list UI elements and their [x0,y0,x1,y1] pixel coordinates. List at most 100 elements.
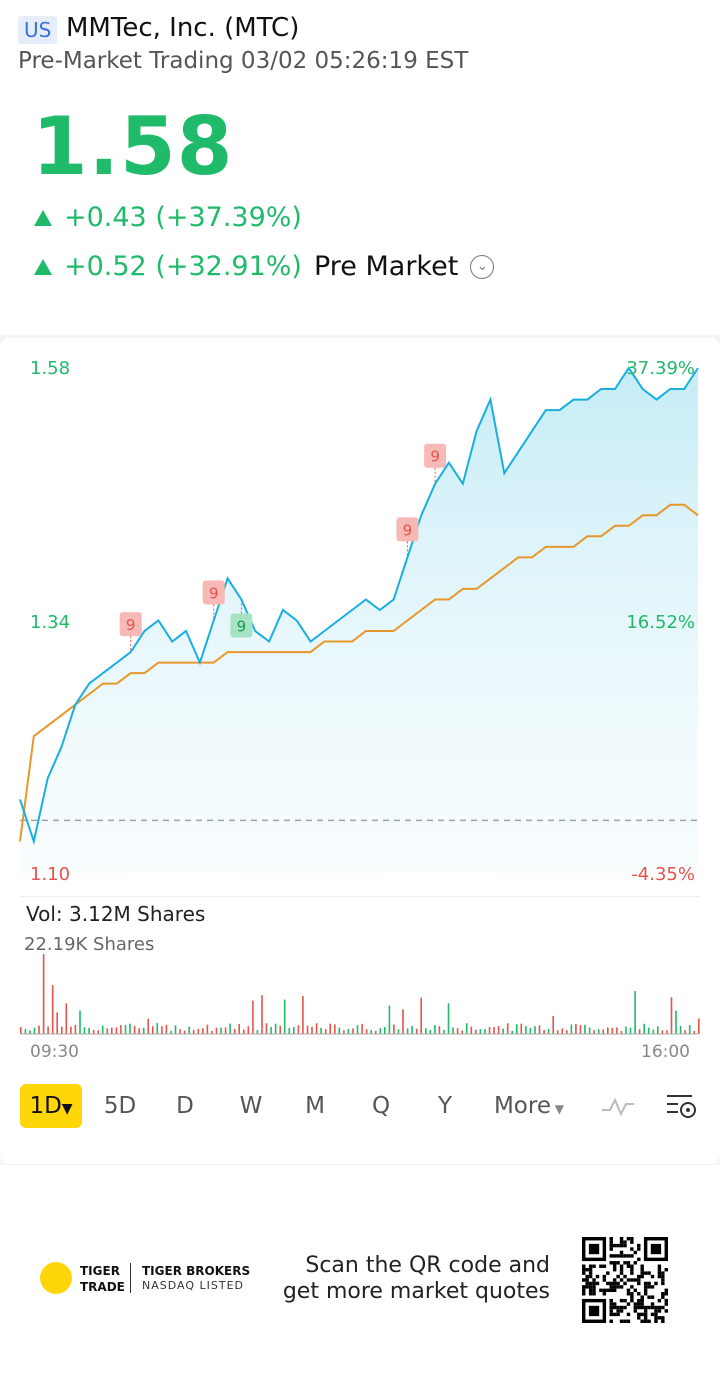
tab-m[interactable]: M [305,1093,325,1119]
chart-settings-icon[interactable] [664,1092,698,1122]
volume-bar [370,1030,372,1034]
tab-1d[interactable]: 1D▼ [20,1084,82,1128]
volume-bar [83,1027,86,1034]
volume-bar [415,1028,418,1034]
divider [20,896,700,897]
volume-bar [238,1024,240,1034]
volume-bar [652,1029,655,1034]
tab-y[interactable]: Y [437,1093,453,1119]
volume-bar [343,1030,345,1034]
price-area [20,368,698,873]
volume-bar [88,1027,90,1034]
market-badge: US [18,16,58,44]
volume-bar [324,1029,327,1034]
volume-bar [233,1028,236,1034]
volume-bar [647,1027,650,1034]
tab-more[interactable]: More ▼ [493,1093,565,1119]
tab-q[interactable]: Q [371,1093,391,1119]
tab-d[interactable]: D [176,1093,194,1119]
volume-bar [475,1029,477,1034]
volume-bar [306,1025,309,1034]
chevron-down-icon[interactable]: ⌄ [470,254,495,279]
volume-bar [397,1029,400,1034]
marker-label-2: 9 [237,617,247,635]
price-label-mid: 1.34 [30,612,71,633]
tab-5d[interactable]: 5D [103,1093,137,1119]
volume-bar [434,1025,436,1034]
volume-bar [584,1024,586,1034]
volume-bar [174,1025,177,1034]
volume-bar [261,995,263,1034]
volume-bar [388,1005,391,1034]
volume-total: Vol: 3.12M Shares [26,902,206,926]
brand-sub: NASDAQ LISTED [142,1279,244,1292]
volume-bar [288,1027,291,1034]
volume-bar [142,1027,145,1034]
volume-bar [488,1027,491,1034]
volume-bar [675,1010,677,1034]
volume-bar [643,1023,645,1034]
volume-bar [347,1029,350,1034]
volume-bar [502,1028,504,1034]
volume-bar [329,1023,331,1034]
logo-divider [130,1263,131,1293]
volume-bar [484,1029,486,1034]
volume-bar [452,1027,454,1034]
volume-bar [270,1027,272,1034]
volume-bar [520,1023,523,1034]
pct-label-high: 37.39% [626,358,695,379]
volume-bar [124,1024,127,1034]
last-price: 1.58 [32,100,234,193]
up-arrow-icon [34,258,52,275]
wave-icon[interactable] [600,1094,636,1118]
qr-code-icon [582,1237,668,1323]
volume-bar [115,1027,118,1034]
volume-bar [188,1026,190,1034]
price-label-high: 1.58 [30,358,71,379]
volume-bar [679,1025,682,1034]
vwap-line [19,503,699,842]
trading-status: Pre-Market Trading 03/02 05:26:19 EST [18,48,469,74]
volume-bar [302,995,304,1034]
volume-bar [597,1029,600,1034]
volume-bar [670,997,673,1034]
tab-w[interactable]: W [239,1093,263,1119]
volume-bar [616,1027,618,1034]
volume-bar [70,1026,72,1034]
volume-bar [197,1028,200,1034]
volume-bar [256,1030,259,1034]
volume-bar [252,1000,254,1034]
marker-badge-4 [424,443,447,468]
volume-bar [461,1030,463,1034]
volume-bar [543,1030,545,1034]
time-end: 16:00 [641,1042,690,1062]
pct-label-low: -4.35% [631,864,695,885]
marker-label-0: 9 [126,616,136,634]
volume-bar [202,1028,204,1034]
volume-bar [47,1026,49,1034]
volume-bar [456,1028,459,1034]
volume-bar [51,985,54,1034]
volume-bar [579,1025,582,1034]
volume-bar [338,1027,341,1034]
day-change: +0.43 (+37.39%) [64,202,302,233]
volume-bar [570,1024,573,1034]
volume-bar [629,1027,632,1034]
volume-bar [493,1027,495,1034]
volume-bar [97,1030,99,1034]
volume-scale: 22.19K Shares [24,934,155,955]
volume-bar [311,1026,313,1034]
volume-bar [274,1023,277,1034]
volume-bar [120,1025,122,1034]
volume-bar [283,999,286,1034]
volume-bar [420,997,422,1034]
volume-bar [511,1031,513,1034]
premarket-change-row: +0.52 (+32.91%) Pre Market ⌄ [34,251,495,282]
volume-bar [593,1030,595,1034]
volume-bar [156,1023,159,1034]
volume-bar [698,1018,700,1034]
volume-bar [352,1028,354,1034]
volume-bar [525,1026,527,1034]
volume-bar [406,1028,409,1034]
